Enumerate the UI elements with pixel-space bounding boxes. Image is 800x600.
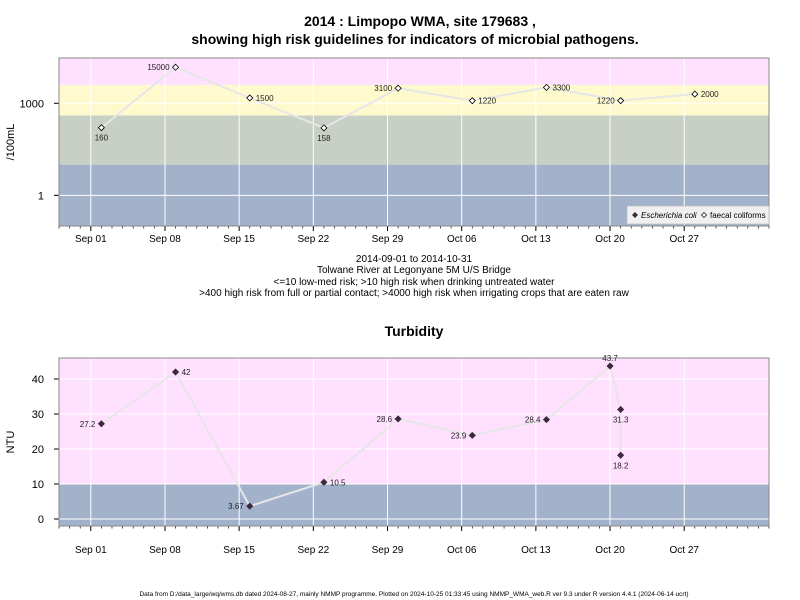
data-label: 31.3 [613,415,629,424]
risk-band-pink [59,58,769,85]
x-tick-label: Sep 08 [149,545,181,556]
legend-label: faecal coliforms [710,211,766,220]
x-tick-label: Sep 01 [75,234,107,245]
legend-box [626,205,770,225]
x-tick-label: Sep 29 [372,545,404,556]
data-label: 3300 [552,83,570,92]
y-tick-label: 30 [32,409,44,421]
data-label: 160 [95,134,109,143]
risk-band-pink [59,358,769,484]
data-label: 15000 [147,63,170,72]
data-label: 28.4 [525,416,541,425]
pathogen-panel: Sep 01 Sep 08 Sep 15 Sep 22 Sep 29 Oct 06 Oct … [5,57,770,245]
caption-site-name: Tolwane River at Legonyane 5M U/S Bridge [317,265,511,276]
x-tick-label: Oct 20 [595,545,625,556]
data-point [97,124,105,132]
caption-contact-guideline: >400 high risk from full or partial cont… [199,288,629,299]
data-label: 43.7 [602,354,618,363]
data-label: 10.5 [330,478,346,487]
caption-drinking-guideline: <=10 low-med risk; >10 high risk when dr… [274,277,556,288]
x-tick-label: Oct 27 [669,234,699,245]
data-point [617,97,625,105]
y-axis-label: /100mL [5,124,17,161]
x-tick-label: Oct 13 [521,234,551,245]
series-line [100,364,622,508]
y-tick-label: 10 [32,479,44,491]
x-tick-label: Sep 15 [223,545,255,556]
x-tick-label: Sep 29 [372,234,404,245]
main-title-line1: 2014 : Limpopo WMA, site 179683 , [304,13,536,29]
data-label: 1500 [256,94,274,103]
x-tick-label: Sep 08 [149,234,181,245]
data-point [246,502,254,510]
main-title-line2: showing high risk guidelines for indicat… [191,31,638,47]
data-point [320,124,328,132]
data-label: 28.6 [377,415,393,424]
y-tick-label: 0 [38,514,44,526]
legend-marker [632,212,638,218]
data-point [617,405,625,414]
data-point [617,451,625,459]
data-point [394,84,402,92]
x-tick-label: Oct 06 [447,545,477,556]
data-label: 1220 [597,97,615,106]
data-label: 2000 [701,90,719,99]
data-label: 1220 [478,97,496,106]
data-point [97,420,105,428]
y-axis-label: NTU [5,431,17,454]
data-label: 27.2 [80,420,96,429]
risk-band-blue [59,484,769,526]
data-label: 158 [317,134,331,143]
data-label: 42 [182,368,191,377]
x-tick-label: Oct 13 [521,545,551,556]
data-label: 3.67 [228,502,244,511]
data-point [691,90,699,98]
data-point [172,368,180,376]
x-tick-label: Oct 06 [447,234,477,245]
turbidity-title: Turbidity [385,323,444,339]
legend-marker [701,212,707,218]
data-point [542,83,551,91]
data-point [320,478,328,486]
data-label: 18.2 [613,461,629,470]
data-label: 3100 [374,84,392,93]
x-tick-label: Oct 20 [595,234,625,245]
x-tick-label: Sep 01 [75,545,107,556]
y-tick-label: 1000 [20,98,44,110]
x-tick-label: Sep 22 [297,234,329,245]
data-point [246,94,254,102]
x-tick-label: Sep 15 [223,234,255,245]
y-tick-label: 40 [32,374,44,386]
panel-border [58,357,770,527]
x-tick-label: Oct 27 [669,545,699,556]
panel-border [58,57,770,227]
risk-band-gray [59,115,769,165]
y-tick-label: 20 [32,444,44,456]
caption-date-range: 2014-09-01 to 2014-10-31 [356,254,473,265]
data-label: 23.9 [451,431,467,440]
footer-note: Data from D:/data_large/wq/wms.db dated … [139,591,688,598]
data-point [394,415,402,423]
risk-band-yellow [59,84,769,116]
data-point [172,63,180,71]
data-point [606,362,614,370]
legend-label: Escherichia coli [641,211,697,220]
data-point [468,431,476,439]
y-tick-label: 1 [38,190,44,202]
data-point [468,97,476,105]
data-point [542,416,551,424]
turbidity-panel: Sep 01 Sep 08 Sep 15 Sep 22 Sep 29 Oct 06 Oct … [5,354,770,556]
x-tick-label: Sep 22 [297,545,329,556]
